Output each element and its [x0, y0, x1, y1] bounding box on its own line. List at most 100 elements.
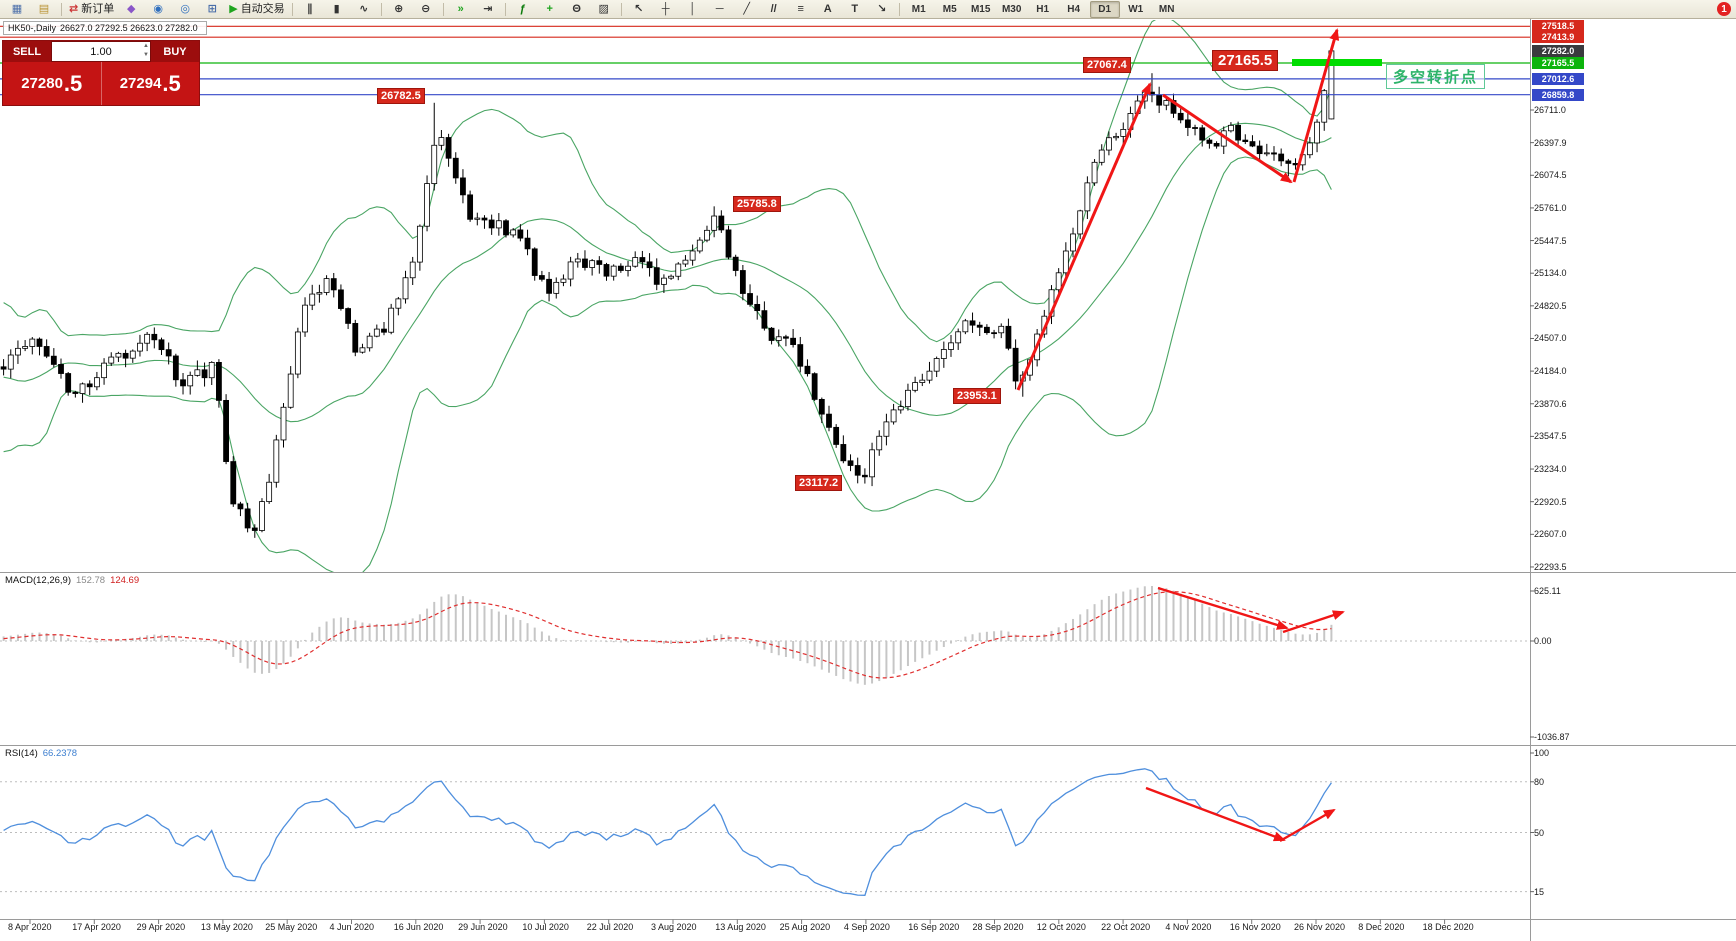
- date-label: 29 Apr 2020: [136, 922, 186, 932]
- arrows-tool-icon: ↘: [877, 3, 887, 15]
- price-annotation[interactable]: 27165.5: [1212, 50, 1279, 71]
- indicators-list-icon: ƒ: [519, 3, 526, 15]
- new-chart-button[interactable]: ▦: [4, 0, 30, 18]
- trend-arrow[interactable]: [1145, 786, 1286, 842]
- price-axis-label: 22920.5: [1534, 496, 1567, 507]
- turning-point-label[interactable]: 多空转折点: [1386, 64, 1486, 89]
- arrows-tool-button[interactable]: ↘: [869, 0, 895, 18]
- timeframe-w1[interactable]: W1: [1128, 3, 1144, 15]
- price-line-label: 27282.0: [1532, 45, 1584, 57]
- price-annotation[interactable]: 25785.8: [733, 196, 781, 212]
- timeframe-m1[interactable]: M1: [911, 3, 926, 15]
- auto-trading-label: 自动交易: [240, 3, 285, 15]
- price-axis-label: 23234.0: [1534, 464, 1567, 475]
- macd-main-value: 152.78: [76, 575, 106, 586]
- price-axis-label: 23870.6: [1534, 398, 1567, 409]
- date-label: 22 Jul 2020: [586, 922, 634, 932]
- indicators-list-button[interactable]: ƒ: [510, 0, 536, 18]
- volume-input[interactable]: 1.00 ▲ ▼: [51, 41, 151, 62]
- date-label: 16 Sep 2020: [908, 922, 960, 932]
- price-line-label: 27165.5: [1532, 57, 1584, 69]
- navigator-icon: ◎: [180, 3, 191, 15]
- chart-header: HK50-,Daily 26627.0 27292.5 26623.0 27282…: [3, 21, 207, 35]
- horizontal-line-button[interactable]: ─: [707, 0, 733, 18]
- terminal-button[interactable]: ⊞: [199, 0, 225, 18]
- indicators-window-icon: ◆: [126, 3, 136, 15]
- price-annotation[interactable]: 26782.5: [377, 88, 425, 104]
- buy-button[interactable]: BUY: [151, 41, 199, 62]
- profiles-button[interactable]: ▤: [31, 0, 57, 18]
- trend-arrow[interactable]: [1279, 808, 1336, 843]
- toolbar-buttons: ▦ ▤ ⇄ 新订单 ◆ ◉ ◎ ⊞ ▶ 自动交易 ∥ ▮ ∿ ⊕ ⊖ » ⇥ ƒ + Θ ▨ ↖ ┼ │ ─ ╱ // ≡ A T ↘ M1 M…: [4, 0, 1182, 18]
- navigator-button[interactable]: ◎: [172, 0, 198, 18]
- timeframe-d1[interactable]: D1: [1089, 0, 1120, 18]
- price-line-label: 27413.9: [1532, 31, 1584, 43]
- price-annotation[interactable]: 27067.4: [1083, 57, 1131, 73]
- text-label-button[interactable]: T: [842, 0, 868, 18]
- bar-chart-button[interactable]: ∥: [297, 0, 323, 18]
- buy-price[interactable]: 27294.5: [102, 62, 200, 105]
- new-order-label: 新订单: [81, 3, 115, 15]
- toolbar-separator: [291, 2, 293, 16]
- price-axis-label: 24820.5: [1534, 300, 1567, 311]
- trendline-button[interactable]: ╱: [734, 0, 760, 18]
- candlestick-chart-button[interactable]: ▮: [324, 0, 350, 18]
- cursor-button[interactable]: ↖: [626, 0, 652, 18]
- date-label: 18 Dec 2020: [1422, 922, 1474, 932]
- chart-shift-button[interactable]: ⇥: [475, 0, 501, 18]
- templates-button[interactable]: ▨: [591, 0, 617, 18]
- trend-arrow[interactable]: [1016, 82, 1152, 391]
- trend-arrow[interactable]: [1292, 28, 1340, 183]
- timeframe-m15[interactable]: M15: [970, 3, 991, 15]
- add-indicator-button[interactable]: +: [537, 0, 563, 18]
- volume-stepper[interactable]: ▲ ▼: [143, 42, 149, 60]
- sell-price[interactable]: 27280.5: [3, 62, 101, 105]
- volume-up-icon[interactable]: ▲: [143, 43, 149, 49]
- volume-down-icon[interactable]: ▼: [143, 52, 149, 58]
- indicators-window-button[interactable]: ◆: [118, 0, 144, 18]
- channel-button[interactable]: //: [761, 0, 787, 18]
- periods-button[interactable]: Θ: [564, 0, 590, 18]
- zoom-in-button[interactable]: ⊕: [386, 0, 412, 18]
- templates-icon: ▨: [598, 3, 609, 15]
- rsi-header: RSI(14) 66.2378: [5, 748, 77, 759]
- price-annotation[interactable]: 23117.2: [795, 475, 843, 491]
- timeframe-mn[interactable]: MN: [1158, 3, 1175, 15]
- price-annotation[interactable]: 23953.1: [953, 388, 1001, 404]
- market-watch-button[interactable]: ◉: [145, 0, 171, 18]
- zoom-in-icon: ⊕: [394, 3, 404, 15]
- vertical-line-button[interactable]: │: [680, 0, 706, 18]
- rsi-axis-label: 50: [1534, 827, 1545, 838]
- buy-price-pips: .5: [162, 70, 181, 96]
- text-button[interactable]: A: [815, 0, 841, 18]
- crosshair-button[interactable]: ┼: [653, 0, 679, 18]
- sell-button[interactable]: SELL: [3, 41, 51, 62]
- timeframe-m30[interactable]: M30: [1001, 3, 1022, 15]
- trend-arrow[interactable]: [1157, 586, 1289, 630]
- auto-trading-button[interactable]: ▶ 自动交易: [226, 0, 287, 18]
- fibonacci-icon: ≡: [797, 3, 804, 15]
- date-label: 8 Dec 2020: [1358, 922, 1405, 932]
- zoom-out-button[interactable]: ⊖: [413, 0, 439, 18]
- date-label: 29 Jun 2020: [458, 922, 508, 932]
- trend-arrows[interactable]: [1016, 28, 1345, 843]
- add-indicator-icon: +: [546, 3, 553, 15]
- new-order-button[interactable]: ⇄ 新订单: [66, 0, 117, 18]
- bar-chart-icon: ∥: [306, 3, 313, 15]
- timeframe-h4[interactable]: H4: [1067, 3, 1081, 15]
- line-chart-button[interactable]: ∿: [351, 0, 377, 18]
- turning-point-bar[interactable]: [1292, 59, 1382, 66]
- timeframe-h1[interactable]: H1: [1036, 3, 1050, 15]
- trend-arrow[interactable]: [1282, 610, 1345, 634]
- profiles-icon: ▤: [38, 3, 50, 15]
- cursor-icon: ↖: [634, 3, 644, 15]
- timeframe-m5[interactable]: M5: [942, 3, 957, 15]
- vertical-line-icon: │: [689, 3, 697, 15]
- price-axis-label: 23547.5: [1534, 431, 1567, 442]
- trend-arrow[interactable]: [1162, 93, 1293, 184]
- fibonacci-button[interactable]: ≡: [788, 0, 814, 18]
- toolbar-separator: [504, 2, 506, 16]
- alert-badge[interactable]: 1: [1717, 2, 1731, 16]
- auto-scroll-button[interactable]: »: [448, 0, 474, 18]
